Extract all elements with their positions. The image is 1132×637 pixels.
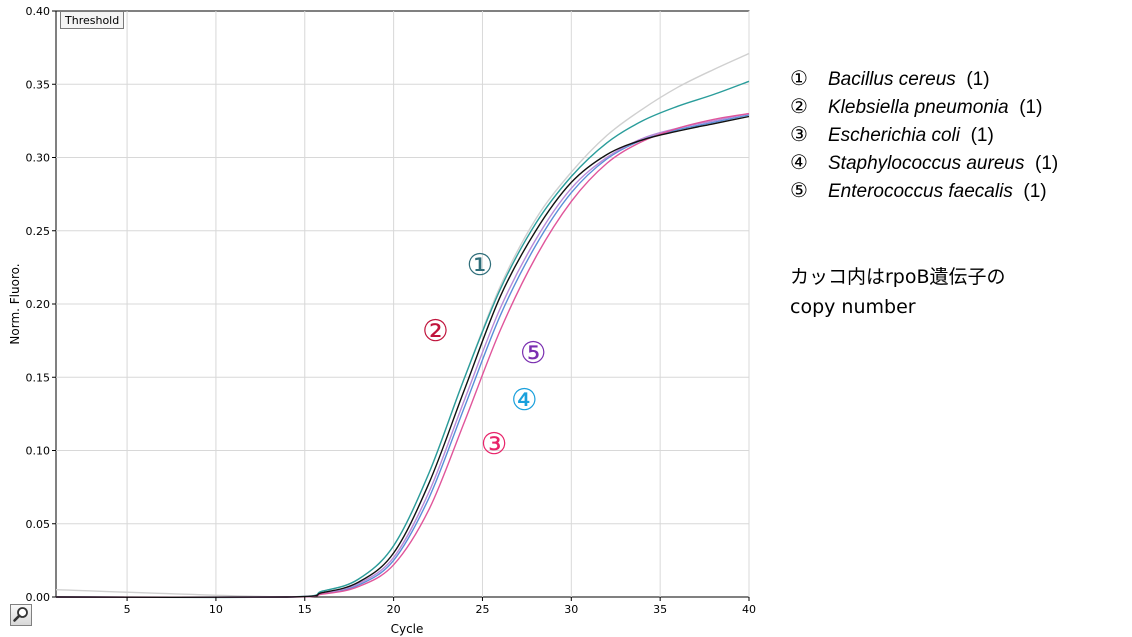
y-tick-label: 0.35 [26, 78, 51, 91]
magnifier-icon [13, 607, 28, 622]
legend-item: ⑤ Enterococcus faecalis (1) [790, 176, 1058, 204]
x-tick-label: 35 [653, 603, 667, 616]
x-tick-label: 15 [298, 603, 312, 616]
series-line [55, 80, 750, 599]
legend-number: ② [790, 94, 808, 118]
y-tick-label: 0.05 [26, 518, 51, 531]
legend-item: ② Klebsiella pneumonia (1) [790, 92, 1058, 120]
curve-label: ④ [510, 383, 538, 419]
axes: 5 10 15 20 25 30 35 40 0.00 0.05 0.10 0.15 0.20 0.25 0… [26, 5, 757, 616]
y-tick-label: 0.40 [26, 5, 51, 18]
y-tick-label: 0.20 [26, 298, 51, 311]
x-tick-label: 40 [742, 603, 756, 616]
curve-label: ⑤ [519, 336, 547, 372]
legend-number: ④ [790, 150, 808, 174]
curve-label: ② [422, 314, 449, 350]
copy-number-note: カッコ内はrpoB遺伝子の copy number [790, 262, 1006, 322]
legend-species: Staphylococcus aureus [828, 153, 1025, 174]
y-tick-label: 0.00 [26, 591, 51, 604]
y-tick-label: 0.30 [26, 152, 51, 165]
x-tick-label: 25 [475, 603, 489, 616]
legend-item: ③ Escherichia coli (1) [790, 120, 1058, 148]
x-tick-label: 5 [124, 603, 131, 616]
curve-label: ③ [480, 427, 508, 463]
note-line: カッコ内はrpoB遺伝子の [790, 266, 1006, 288]
legend-species: Enterococcus faecalis [828, 181, 1013, 202]
y-axis-label: Norm. Fluoro. [8, 263, 22, 344]
y-tick-label: 0.10 [26, 445, 51, 458]
series-group [55, 52, 750, 599]
y-tick-label: 0.15 [26, 371, 51, 384]
legend-count: (1) [1023, 181, 1047, 202]
legend-species: Bacillus cereus [828, 69, 956, 90]
legend-count: (1) [1035, 153, 1059, 174]
x-tick-label: 10 [209, 603, 223, 616]
legend-number: ① [790, 66, 808, 90]
legend-species: Escherichia coli [828, 125, 960, 146]
series-line [55, 115, 750, 599]
zoom-button[interactable] [10, 604, 32, 626]
threshold-button[interactable]: Threshold [60, 11, 125, 29]
legend: ① Bacillus cereus (1) ② Klebsiella pneumon… [790, 64, 1058, 204]
curve-label: ① [466, 248, 494, 284]
legend-number: ③ [790, 122, 808, 146]
x-tick-label: 30 [564, 603, 578, 616]
legend-count: (1) [966, 69, 990, 90]
grid [56, 11, 750, 597]
legend-count: (1) [970, 125, 994, 146]
legend-item: ④ Staphylococcus aureus (1) [790, 148, 1058, 176]
x-tick-label: 20 [387, 603, 401, 616]
legend-number: ⑤ [790, 178, 808, 202]
legend-species: Klebsiella pneumonia [828, 97, 1009, 118]
note-line: copy number [790, 296, 916, 318]
chart: 5 10 15 20 25 30 35 40 0.00 0.05 0.10 0.15 0.20 0.25 0… [8, 5, 757, 636]
x-axis-label: Cycle [391, 622, 424, 636]
legend-count: (1) [1019, 97, 1043, 118]
y-tick-label: 0.25 [26, 225, 51, 238]
legend-item: ① Bacillus cereus (1) [790, 64, 1058, 92]
